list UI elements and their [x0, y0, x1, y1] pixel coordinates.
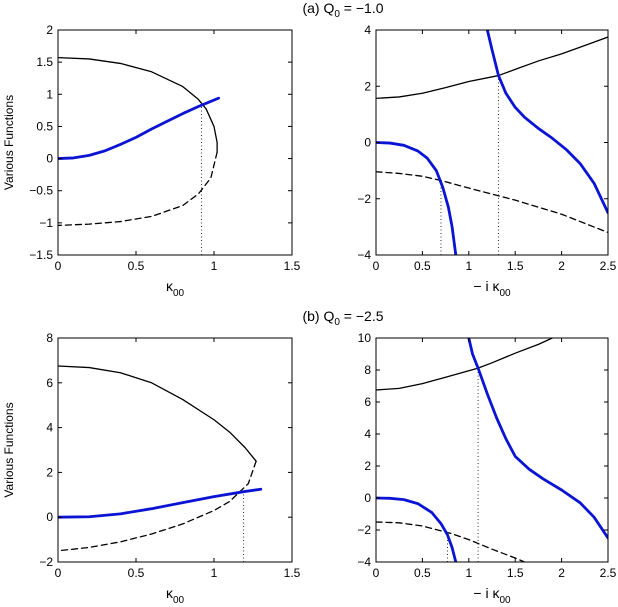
series-line-black-solid: [58, 365, 257, 462]
series-line-blue-thick: [58, 96, 221, 160]
x-tick-label: 0.5: [128, 259, 145, 273]
x-tick-label: 1.5: [284, 259, 301, 273]
x-axis-label-main: κ: [166, 585, 174, 601]
x-tick-label: 1.5: [507, 566, 524, 580]
y-tick-label: 4: [364, 427, 371, 441]
series-line-black-dashed: [58, 151, 218, 227]
panel-title-b: (b) Q0 = −2.5: [302, 308, 383, 328]
y-tick-label: 4: [364, 23, 371, 37]
plot-a-right: 0 0.5 1 1.5 2 2.5 −4 −2 0 2 4 − i κ00: [357, 23, 616, 299]
x-axis-label-main: − i κ: [473, 585, 500, 601]
x-tick-label: 2: [558, 566, 565, 580]
panel-title-a: (a) Q0 = −1.0: [302, 0, 383, 20]
series-line-blue-thick: [58, 487, 263, 519]
x-axis-label: κ00: [166, 278, 185, 299]
x-tick-label: 1.5: [507, 259, 524, 273]
series-line-blue-thick: [376, 496, 458, 562]
series-line-black-dashed: [376, 521, 526, 562]
y-tick-label: 8: [46, 331, 53, 345]
x-axis-label-sub: 00: [173, 288, 185, 299]
x-tick-label: 0: [373, 566, 380, 580]
y-tick-label: 2: [364, 459, 371, 473]
series-line-blue-thick: [376, 141, 458, 255]
x-tick-label: 1: [211, 259, 218, 273]
plot-frame: [375, 337, 609, 563]
plot-b-right: 0 0.5 1 1.5 2 2.5 −4 −2 0 2 4 6 8 10 − i κ00: [357, 331, 616, 606]
x-tick-label: 2.5: [600, 259, 617, 273]
y-tick-label: −0.5: [29, 184, 53, 198]
y-tick-label: 0.5: [36, 119, 53, 133]
y-tick-label: 6: [364, 395, 371, 409]
y-tick-label: −1.5: [29, 248, 53, 262]
series-line-black-solid: [58, 56, 218, 153]
x-tick-label: 0: [55, 259, 62, 273]
x-axis-label-sub: 00: [173, 595, 185, 606]
y-tick-label: 1: [46, 87, 53, 101]
series-line-black-dashed: [58, 460, 257, 552]
x-tick-label: 2: [558, 259, 565, 273]
y-tick-label: −2: [357, 192, 371, 206]
y-tick-label: −4: [357, 555, 371, 569]
x-axis-label: − i κ00: [473, 278, 511, 299]
y-tick-label: 6: [46, 376, 53, 390]
x-tick-label: 0: [373, 259, 380, 273]
x-tick-label: 1: [211, 566, 218, 580]
y-tick-label: 2: [46, 465, 53, 479]
y-tick-label: 0: [364, 136, 371, 150]
series-line-blue-thick: [485, 30, 608, 215]
y-tick-label: 4: [46, 421, 53, 435]
series-line-black-dashed: [376, 171, 608, 234]
x-tick-label: 0: [55, 566, 62, 580]
y-tick-label: 2: [46, 23, 53, 37]
series-group: [376, 338, 608, 562]
x-axis-label-sub: 00: [499, 288, 511, 299]
x-axis-label-main: κ: [166, 278, 174, 294]
plot-frame: [375, 29, 609, 256]
y-axis-label: Various Functions: [2, 402, 16, 497]
plot-a-left: 0 0.5 1 1.5 −1.5 −1 −0.5 0 0.5 1 1.5 2 κ00 Various Fu…: [2, 23, 301, 299]
y-tick-label: 0: [46, 510, 53, 524]
x-tick-label: 1: [465, 259, 472, 273]
x-tick-label: 1.5: [284, 566, 301, 580]
y-axis-label: Various Functions: [2, 95, 16, 190]
y-tick-label: 0: [46, 152, 53, 166]
series-line-black-solid: [376, 338, 553, 391]
plot-frame: [57, 337, 293, 563]
series-group: [58, 365, 263, 562]
x-axis-label-sub: 00: [499, 595, 511, 606]
series-group: [376, 30, 608, 255]
y-tick-label: 2: [364, 79, 371, 93]
y-tick-label: −4: [357, 248, 371, 262]
y-tick-label: −2: [357, 523, 371, 537]
x-tick-label: 1: [465, 566, 472, 580]
x-tick-label: 2.5: [600, 566, 617, 580]
y-tick-label: −2: [39, 555, 53, 569]
x-tick-label: 0.5: [414, 259, 431, 273]
x-axis-label: − i κ00: [473, 585, 511, 606]
x-tick-label: 0.5: [128, 566, 145, 580]
series-line-blue-thick: [467, 338, 608, 540]
plot-frame: [57, 29, 293, 256]
series-group: [58, 56, 221, 255]
x-axis-label-main: − i κ: [473, 278, 500, 294]
y-tick-label: 10: [358, 331, 372, 345]
y-tick-label: 0: [364, 491, 371, 505]
y-tick-label: 8: [364, 363, 371, 377]
y-tick-label: −1: [39, 216, 53, 230]
x-axis-label: κ00: [166, 585, 185, 606]
x-tick-label: 0.5: [414, 566, 431, 580]
y-tick-label: 1.5: [36, 55, 53, 69]
